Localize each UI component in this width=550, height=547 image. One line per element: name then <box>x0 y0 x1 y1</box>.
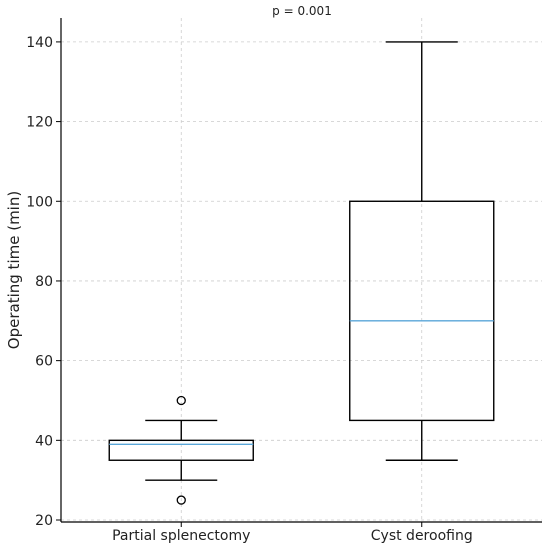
x-tick-label: Cyst deroofing <box>371 528 473 544</box>
grid-lines <box>61 18 542 522</box>
y-tick-label: 100 <box>26 194 53 210</box>
iqr-box <box>349 200 495 422</box>
outlier-point <box>176 395 186 406</box>
y-tick-label: 140 <box>26 35 53 51</box>
y-ticks: 20 40 60 80 100 120 140 <box>26 35 61 529</box>
x-ticks: Partial splenectomy Cyst deroofing <box>112 522 473 544</box>
axes <box>60 18 542 523</box>
y-tick-label: 40 <box>35 433 53 449</box>
y-tick-label: 80 <box>35 274 53 290</box>
outlier-point <box>176 495 186 505</box>
x-tick-label: Partial splenectomy <box>112 528 250 544</box>
p-value-annotation: p = 0.001 <box>272 4 332 18</box>
iqr-box <box>108 439 254 461</box>
y-tick-label: 120 <box>26 115 53 131</box>
y-axis-label: Operating time (min) <box>5 191 23 349</box>
boxes <box>108 41 495 505</box>
y-tick-label: 20 <box>35 513 53 529</box>
box-2 <box>349 41 495 461</box>
y-tick-label: 60 <box>35 354 53 370</box>
box-1 <box>108 395 254 505</box>
